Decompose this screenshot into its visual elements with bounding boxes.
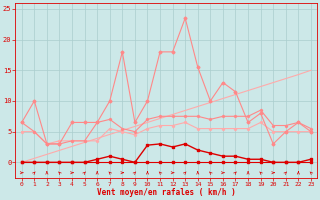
- X-axis label: Vent moyen/en rafales ( km/h ): Vent moyen/en rafales ( km/h ): [97, 188, 236, 197]
